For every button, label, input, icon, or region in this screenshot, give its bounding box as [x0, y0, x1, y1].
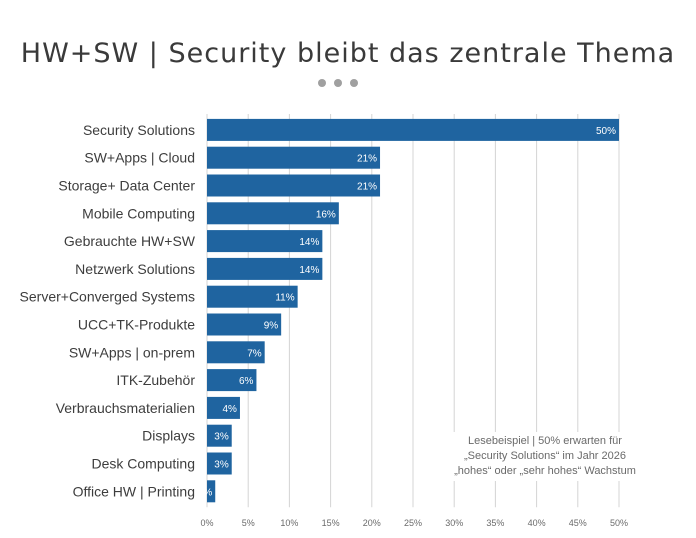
category-label: ITK-Zubehör: [116, 372, 195, 388]
dot-icon: [350, 79, 358, 87]
bar-value-label: 21%: [357, 154, 377, 165]
dot-icon: [318, 79, 326, 87]
x-tick-label: 25%: [404, 518, 422, 528]
bar: [207, 174, 381, 197]
bar-value-label: 14%: [299, 237, 319, 248]
category-label: Desk Computing: [92, 456, 196, 472]
bar-value-label: 4%: [223, 404, 238, 415]
x-tick-label: 10%: [280, 518, 298, 528]
x-tick-label: 5%: [242, 518, 255, 528]
bar: [207, 202, 339, 225]
bar: [207, 230, 323, 253]
category-label: Mobile Computing: [82, 205, 195, 221]
bar-value-label: 7%: [247, 348, 262, 359]
bar-value-label: 50%: [596, 126, 616, 137]
bar: [207, 369, 257, 392]
bar-value-label: 6%: [239, 376, 254, 387]
bar: [207, 285, 298, 308]
category-label: Server+Converged Systems: [20, 289, 195, 305]
bar-value-label: 9%: [264, 321, 279, 332]
bar-value-label: 14%: [299, 265, 319, 276]
category-label: Displays: [142, 428, 195, 444]
bar: [207, 480, 216, 503]
bar-value-label: 3%: [214, 432, 229, 443]
bar: [207, 341, 265, 364]
category-label: Storage+ Data Center: [58, 178, 195, 194]
x-tick-label: 35%: [486, 518, 504, 528]
category-label: SW+Apps | Cloud: [84, 150, 195, 166]
chart-title: HW+SW | Security bleibt das zentrale The…: [20, 38, 676, 69]
bar-value-label: 21%: [357, 182, 377, 193]
x-tick-label: 0%: [200, 518, 213, 528]
category-label: Gebrauchte HW+SW: [64, 233, 196, 249]
category-label: Verbrauchsmaterialien: [56, 400, 195, 416]
bar-value-label: 1%: [198, 487, 213, 498]
bar: [207, 118, 619, 141]
bar: [207, 396, 240, 419]
x-tick-label: 30%: [445, 518, 463, 528]
category-label: Netzwerk Solutions: [75, 261, 195, 277]
bar: [207, 452, 232, 475]
bar: [207, 313, 282, 336]
bar: [207, 146, 381, 169]
bar-value-label: 3%: [214, 460, 229, 471]
bar-value-label: 11%: [275, 293, 294, 304]
category-label: UCC+TK-Produkte: [78, 317, 195, 333]
bar-value-label: 16%: [316, 209, 336, 220]
dot-icon: [334, 79, 342, 87]
x-tick-label: 40%: [528, 518, 546, 528]
x-tick-label: 50%: [610, 518, 628, 528]
reading-example-note: Lesebeispiel | 50% erwarten für „Securit…: [450, 432, 640, 481]
bar: [207, 257, 323, 280]
x-tick-label: 45%: [569, 518, 587, 528]
category-label: Security Solutions: [83, 122, 195, 138]
x-tick-label: 20%: [363, 518, 381, 528]
category-label: Office HW | Printing: [73, 483, 195, 499]
bar: [207, 424, 232, 447]
category-label: SW+Apps | on-prem: [69, 344, 195, 360]
more-options-icon[interactable]: [318, 79, 358, 89]
x-tick-label: 15%: [322, 518, 340, 528]
